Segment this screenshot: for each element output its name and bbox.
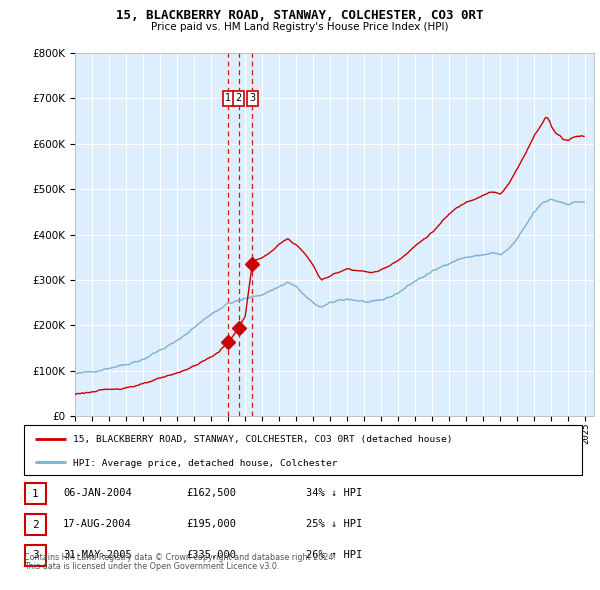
Text: £195,000: £195,000 bbox=[186, 519, 236, 529]
Text: HPI: Average price, detached house, Colchester: HPI: Average price, detached house, Colc… bbox=[73, 459, 338, 468]
Text: 3: 3 bbox=[32, 550, 39, 560]
Text: £335,000: £335,000 bbox=[186, 550, 236, 559]
Text: 15, BLACKBERRY ROAD, STANWAY, COLCHESTER, CO3 0RT (detached house): 15, BLACKBERRY ROAD, STANWAY, COLCHESTER… bbox=[73, 435, 452, 444]
Text: 06-JAN-2004: 06-JAN-2004 bbox=[63, 489, 132, 498]
Text: This data is licensed under the Open Government Licence v3.0.: This data is licensed under the Open Gov… bbox=[24, 562, 280, 571]
Text: 2: 2 bbox=[32, 520, 39, 529]
Text: £162,500: £162,500 bbox=[186, 489, 236, 498]
Text: Price paid vs. HM Land Registry's House Price Index (HPI): Price paid vs. HM Land Registry's House … bbox=[151, 22, 449, 32]
Text: 26% ↑ HPI: 26% ↑ HPI bbox=[306, 550, 362, 559]
Text: 15, BLACKBERRY ROAD, STANWAY, COLCHESTER, CO3 0RT: 15, BLACKBERRY ROAD, STANWAY, COLCHESTER… bbox=[116, 9, 484, 22]
Text: 17-AUG-2004: 17-AUG-2004 bbox=[63, 519, 132, 529]
Text: 31-MAY-2005: 31-MAY-2005 bbox=[63, 550, 132, 559]
Text: 25% ↓ HPI: 25% ↓ HPI bbox=[306, 519, 362, 529]
Text: 1: 1 bbox=[226, 93, 232, 103]
Text: Contains HM Land Registry data © Crown copyright and database right 2024.: Contains HM Land Registry data © Crown c… bbox=[24, 553, 336, 562]
Text: 34% ↓ HPI: 34% ↓ HPI bbox=[306, 489, 362, 498]
Text: 1: 1 bbox=[32, 489, 39, 499]
Text: 2: 2 bbox=[236, 93, 242, 103]
Text: 3: 3 bbox=[249, 93, 256, 103]
